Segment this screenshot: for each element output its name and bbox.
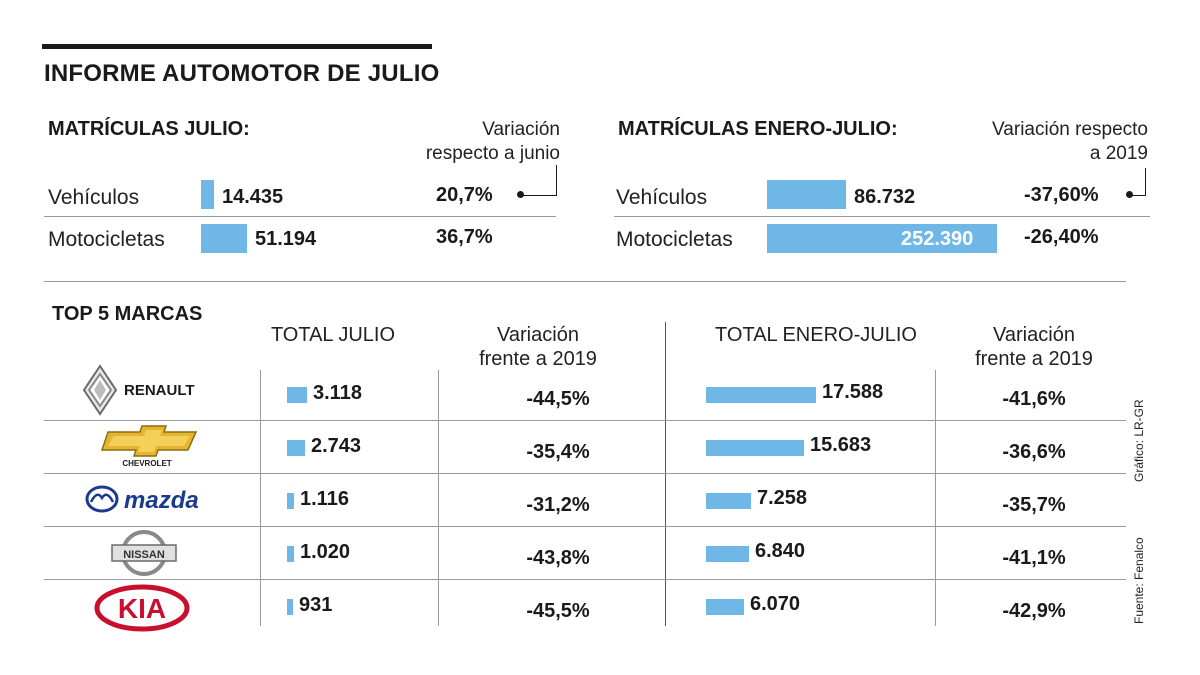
chevrolet-logo: CHEVROLET: [100, 422, 210, 470]
julio-vehiculos-value: 14.435: [222, 186, 284, 208]
enero-row-label: Vehículos: [616, 186, 708, 209]
svg-text:mazda: mazda: [124, 487, 199, 514]
total-enero-value: 17.588: [822, 381, 884, 403]
grafico-credit: Gráfico: LR-GR: [1132, 399, 1146, 482]
svg-text:RENAULT: RENAULT: [124, 382, 195, 399]
julio-motocicletas-pct: 36,7%: [436, 226, 493, 248]
total-enero-bar: [706, 440, 804, 456]
top5-heading: TOP 5 MARCAS: [52, 303, 203, 325]
julio-vehiculos-pct: 20,7%: [436, 184, 493, 206]
enero-vehiculos-pct: -37,60%: [1024, 184, 1099, 206]
svg-text:CHEVROLET: CHEVROLET: [122, 459, 171, 468]
svg-text:NISSAN: NISSAN: [123, 549, 165, 561]
enero-leader-dot: [1126, 191, 1133, 198]
variacion-enero-value: -41,1%: [1002, 547, 1066, 569]
total-julio-bar: [287, 546, 294, 562]
enero-variation-header: Variación respecto a 2019: [992, 118, 1148, 166]
julio-variation-line2: respecto a junio: [425, 143, 560, 164]
enero-divider: [614, 216, 1150, 217]
total-enero-value: 7.258: [757, 487, 808, 509]
total-julio-value: 2.743: [311, 435, 362, 457]
julio-variation-line1: Variación: [482, 119, 560, 140]
total-julio-value: 1.116: [300, 488, 349, 510]
total-julio-bar: [287, 440, 305, 456]
row-divider: [44, 420, 1126, 421]
fuente-credit: Fuente: Fenalco: [1132, 537, 1146, 624]
nissan-logo: NISSAN: [108, 528, 180, 578]
total-julio-value: 3.118: [313, 382, 362, 404]
total-enero-bar: [706, 546, 749, 562]
column-separator-2: [438, 370, 439, 626]
julio-row-label: Vehículos: [48, 186, 140, 209]
variacion-julio-value: -44,5%: [526, 388, 590, 410]
column-separator-3: [935, 370, 936, 626]
total-julio-bar: [287, 599, 293, 615]
julio-divider: [44, 216, 556, 217]
enero-julio-heading: MATRÍCULAS ENERO-JULIO:: [618, 118, 898, 140]
col-variacion-enero-line2: frente a 2019: [975, 348, 1093, 370]
total-enero-value: 6.840: [755, 540, 806, 562]
total-julio-bar: [287, 493, 294, 509]
julio-motocicletas-bar: [201, 224, 247, 253]
variacion-julio-value: -35,4%: [526, 441, 590, 463]
enero-motocicletas-value: 252.390: [901, 228, 974, 250]
col-variacion-enero-line1: Variación: [993, 324, 1075, 346]
total-enero-bar: [706, 599, 744, 615]
variacion-enero-value: -41,6%: [1002, 388, 1066, 410]
total-enero-value: 15.683: [810, 434, 872, 456]
julio-row-label: Motocicletas: [48, 228, 165, 251]
julio-heading: MATRÍCULAS JULIO:: [48, 118, 250, 140]
row-divider: [44, 473, 1126, 474]
enero-leader-line: [1132, 168, 1146, 196]
total-enero-bar: [706, 493, 751, 509]
col-variacion-enero: Variación frente a 2019: [944, 323, 1124, 371]
enero-motocicletas-bar: [767, 224, 997, 253]
variacion-julio-value: -43,8%: [526, 547, 590, 569]
julio-motocicletas-value: 51.194: [255, 228, 317, 250]
variacion-enero-value: -42,9%: [1002, 600, 1066, 622]
variacion-enero-value: -36,6%: [1002, 441, 1066, 463]
row-divider: [44, 579, 1126, 580]
variacion-enero-value: -35,7%: [1002, 494, 1066, 516]
variacion-julio-value: -31,2%: [526, 494, 590, 516]
julio-leader-line: [523, 165, 557, 196]
svg-text:KIA: KIA: [118, 593, 166, 624]
column-separator-main: [665, 322, 666, 626]
col-variacion-julio: Variación frente a 2019: [448, 323, 628, 371]
total-julio-bar: [287, 387, 307, 403]
total-julio-value: 931: [299, 594, 333, 616]
enero-row-label: Motocicletas: [616, 228, 733, 251]
total-julio-value: 1.020: [300, 541, 351, 563]
section-divider: [44, 281, 1126, 282]
enero-vehiculos-bar: [767, 180, 846, 209]
title-rule: [42, 44, 432, 49]
enero-motocicletas-pct: -26,40%: [1024, 226, 1099, 248]
enero-vehiculos-value: 86.732: [854, 186, 916, 208]
total-enero-bar: [706, 387, 816, 403]
kia-logo: KIA: [94, 584, 190, 632]
col-variacion-julio-line1: Variación: [497, 324, 579, 346]
mazda-logo: mazda: [84, 482, 224, 516]
enero-variation-line1: Variación respecto: [992, 119, 1148, 140]
col-variacion-julio-line2: frente a 2019: [479, 348, 597, 370]
page-title: INFORME AUTOMOTOR DE JULIO: [44, 60, 440, 87]
col-total-enero: TOTAL ENERO-JULIO: [715, 324, 917, 346]
julio-leader-dot: [517, 191, 524, 198]
total-enero-value: 6.070: [750, 593, 801, 615]
enero-variation-line2: a 2019: [1089, 143, 1148, 164]
col-total-julio: TOTAL JULIO: [270, 324, 396, 346]
renault-logo: RENAULT: [78, 364, 228, 416]
julio-vehiculos-bar: [201, 180, 214, 209]
column-separator-1: [260, 370, 261, 626]
julio-variation-header: Variación respecto a junio: [426, 118, 560, 166]
variacion-julio-value: -45,5%: [526, 600, 590, 622]
row-divider: [44, 526, 1126, 527]
